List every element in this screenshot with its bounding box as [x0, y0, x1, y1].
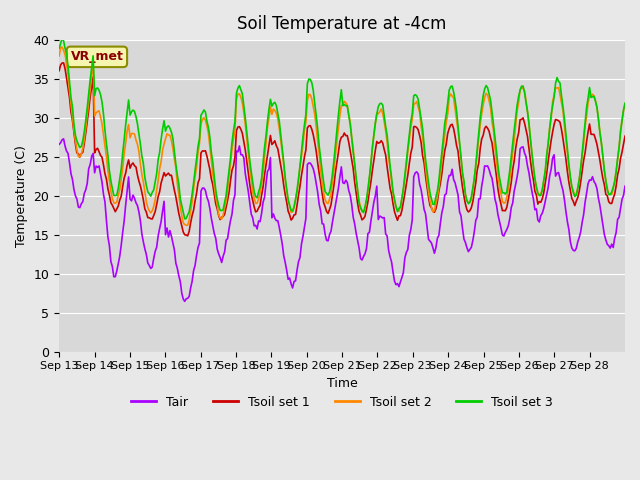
- Y-axis label: Temperature (C): Temperature (C): [15, 145, 28, 247]
- Text: VR_met: VR_met: [70, 50, 124, 63]
- X-axis label: Time: Time: [326, 377, 358, 390]
- Legend: Tair, Tsoil set 1, Tsoil set 2, Tsoil set 3: Tair, Tsoil set 1, Tsoil set 2, Tsoil se…: [126, 391, 558, 414]
- Title: Soil Temperature at -4cm: Soil Temperature at -4cm: [237, 15, 447, 33]
